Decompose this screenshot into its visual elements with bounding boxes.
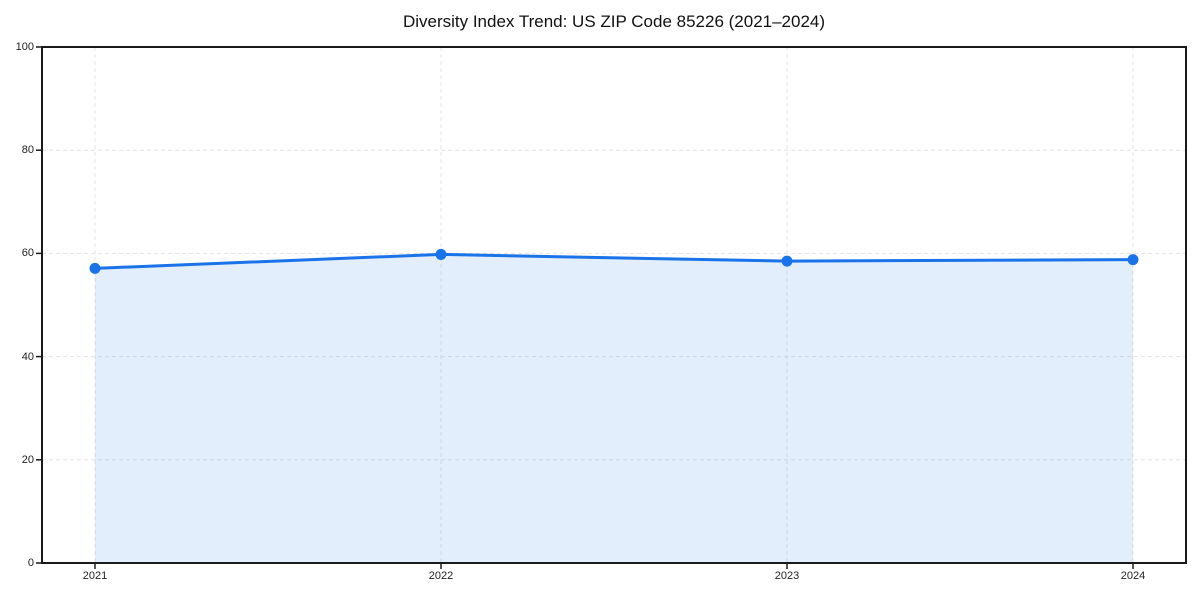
y-tick-label: 100 <box>15 41 34 53</box>
chart-title: Diversity Index Trend: US ZIP Code 85226… <box>402 12 826 31</box>
plot-frame <box>41 46 1187 564</box>
y-tick-label: 60 <box>21 247 34 260</box>
y-tick-label: 40 <box>21 350 34 363</box>
x-tick-label: 2021 <box>82 570 108 582</box>
x-tick-label: 2024 <box>1120 570 1146 582</box>
x-tick-label: 2023 <box>774 570 800 582</box>
area-fill <box>95 254 1133 563</box>
data-point-marker <box>435 248 447 260</box>
data-point-marker <box>89 262 101 274</box>
y-tick-label: 0 <box>27 557 34 569</box>
x-tick-label: 2022 <box>428 570 454 582</box>
y-tick-label: 20 <box>21 453 34 466</box>
trend-line <box>93 252 1135 270</box>
data-point-marker <box>1127 254 1139 266</box>
data-point-marker <box>781 255 793 267</box>
plot-area <box>36 46 1187 569</box>
y-tick-label: 80 <box>21 144 34 157</box>
